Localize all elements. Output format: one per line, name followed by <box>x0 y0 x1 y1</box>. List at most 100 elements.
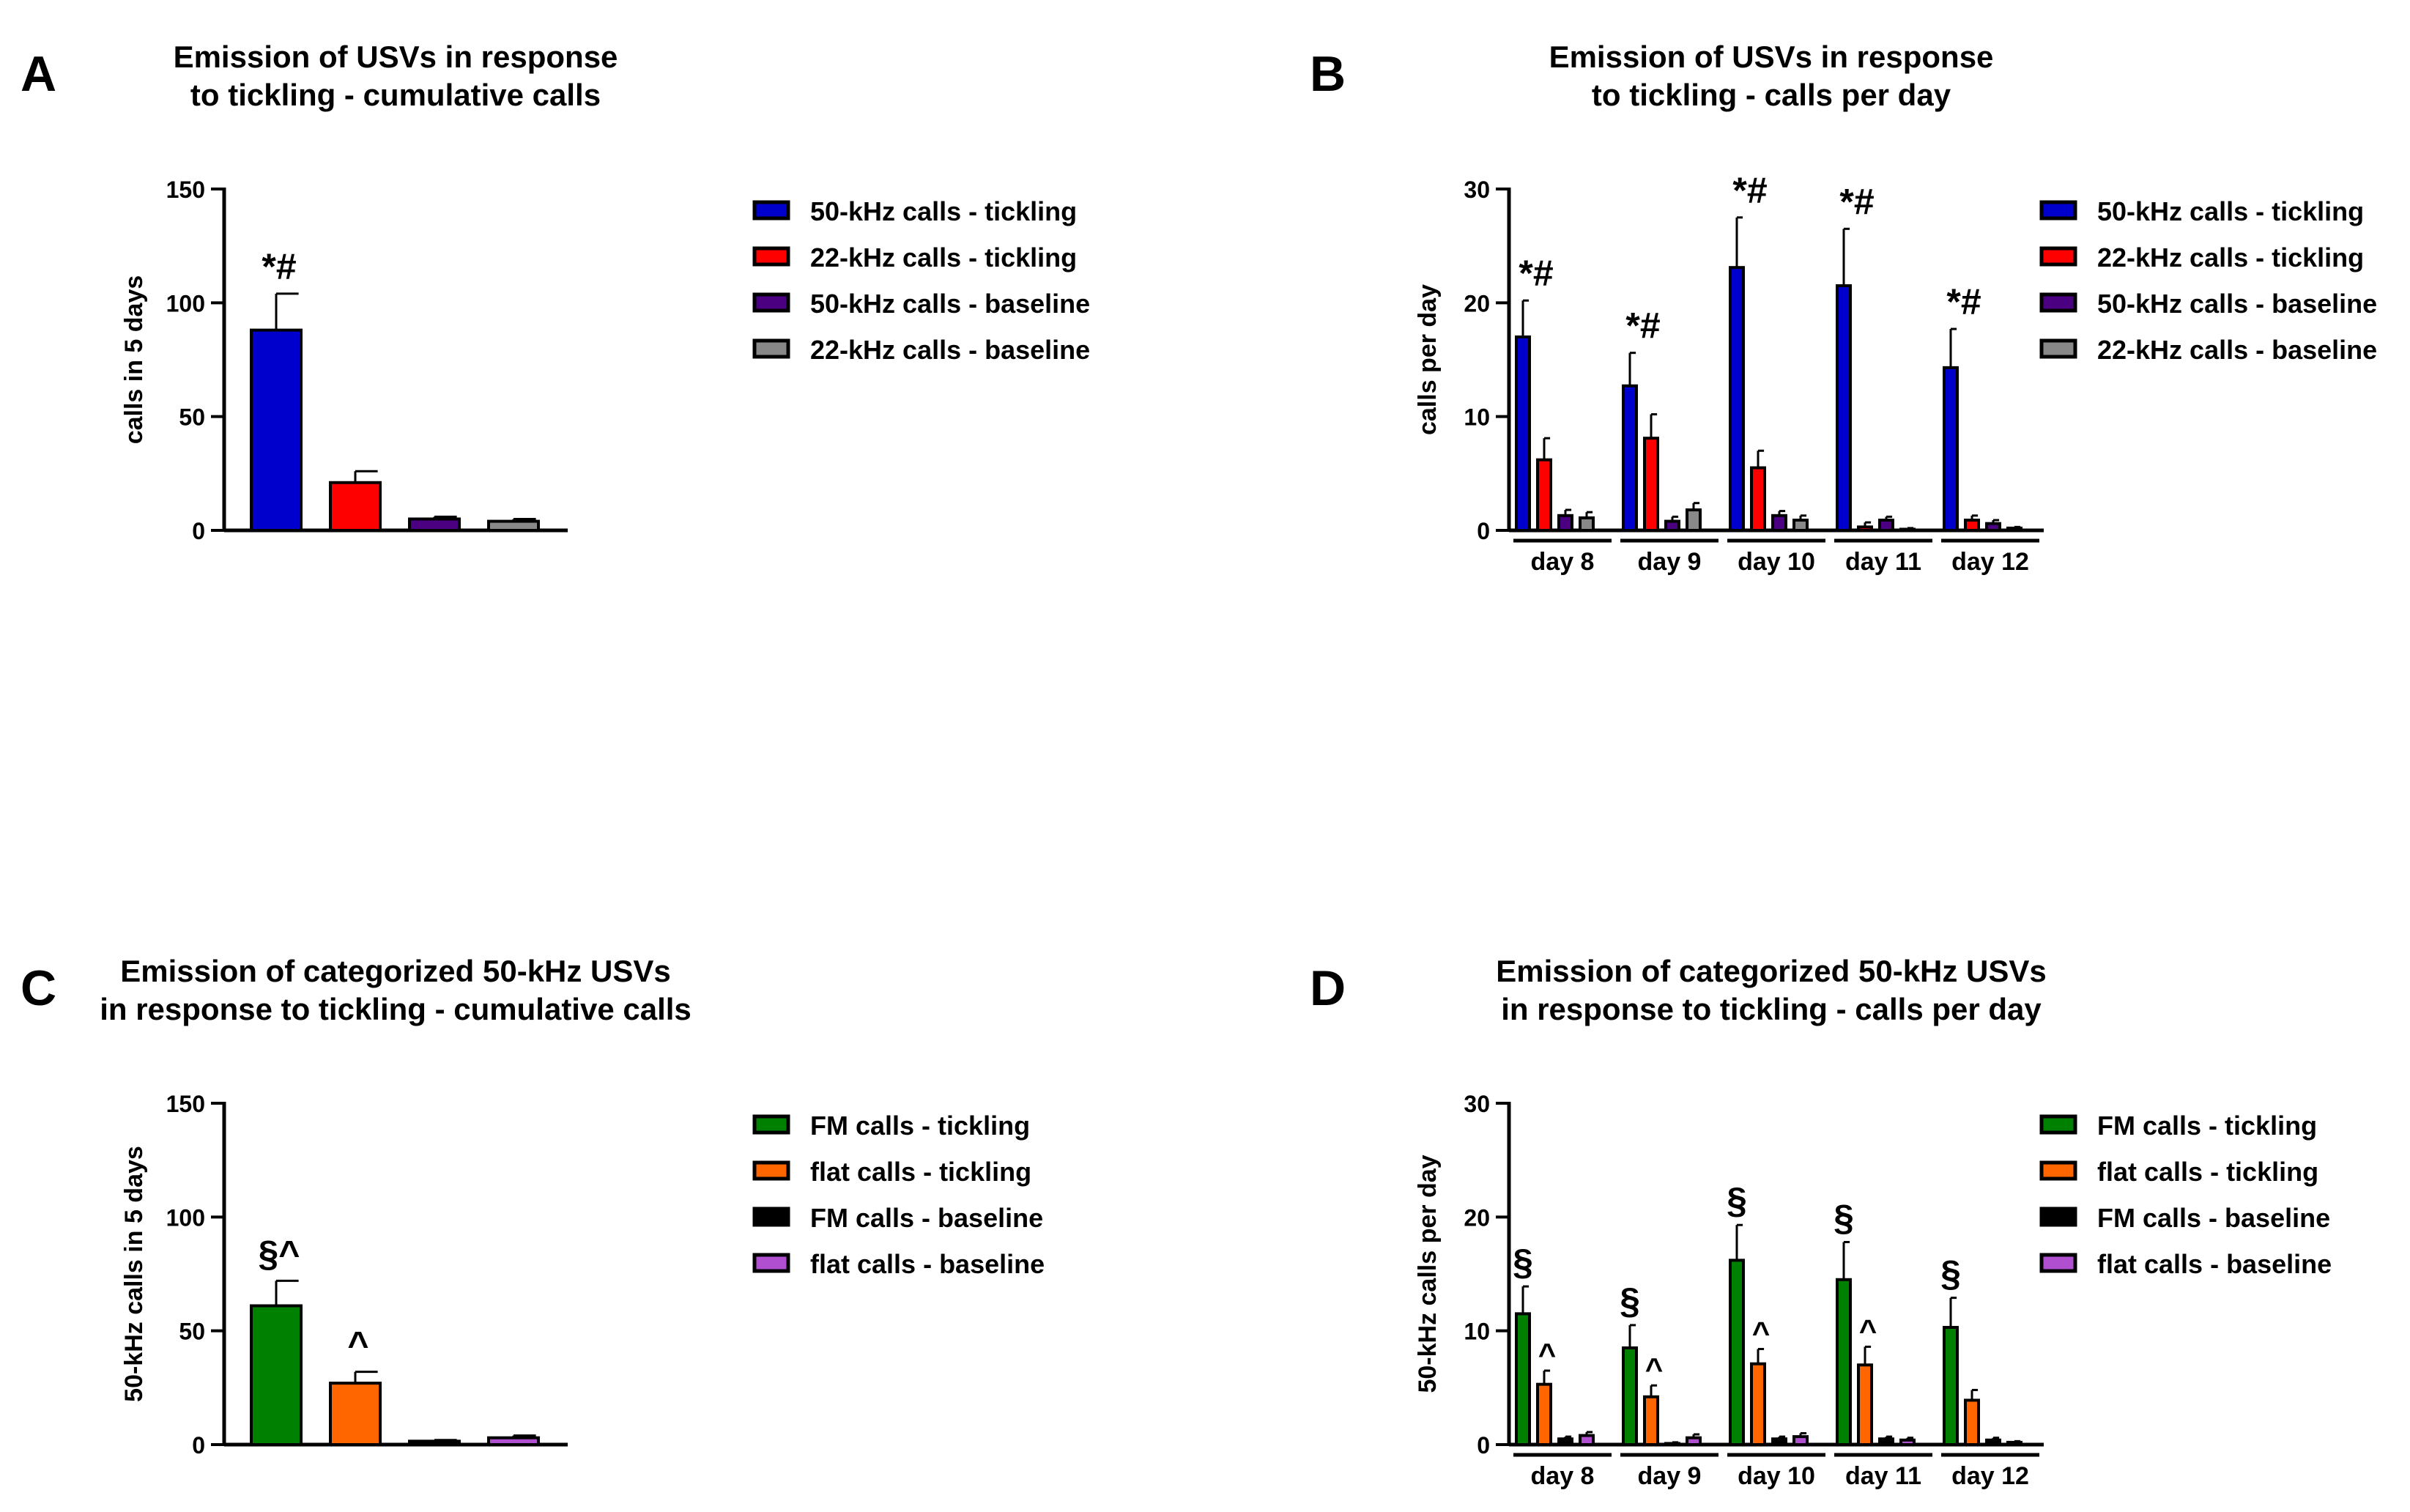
panel-d: D Emission of categorized 50-kHz USVs in r… <box>1310 954 2332 1490</box>
legend-label: 22-kHz calls - tickling <box>2097 242 2364 273</box>
bar <box>1836 1278 1852 1447</box>
bar <box>329 1382 382 1446</box>
significance-annotation: *# <box>1625 305 1660 346</box>
bar <box>1943 366 1959 532</box>
x-tick-label: day 10 <box>1738 1462 1815 1490</box>
y-tick-label: 30 <box>1464 177 1490 203</box>
bar <box>1664 1442 1680 1447</box>
bar <box>1878 519 1894 533</box>
significance-annotation: § <box>1620 1281 1640 1322</box>
bar <box>1557 1437 1573 1446</box>
significance-annotation: ^ <box>1645 1352 1664 1386</box>
chart-title-line: to tickling - calls per day <box>1592 78 1951 112</box>
legend-label: 50-kHz calls - tickling <box>810 196 1077 226</box>
chart-title-line: in response to tickling - calls per day <box>1501 992 2042 1026</box>
y-axis-label: calls in 5 days <box>120 275 148 445</box>
bar <box>1579 516 1595 532</box>
legend-swatch <box>2039 338 2077 359</box>
chart-title-line: to tickling - cumulative calls <box>190 78 601 112</box>
x-tick-label: day 9 <box>1638 548 1702 576</box>
legend-label: 50-kHz calls - tickling <box>2097 196 2364 226</box>
y-tick-label: 0 <box>192 518 205 544</box>
y-tick-label: 20 <box>1464 290 1490 316</box>
bar <box>1750 1362 1766 1447</box>
chart-title-line: Emission of USVs in response <box>1549 40 1994 74</box>
x-tick-label: day 10 <box>1738 548 1815 576</box>
legend-swatch <box>752 200 790 220</box>
panel-letter: D <box>1310 960 1346 1016</box>
significance-annotation: § <box>1940 1253 1961 1294</box>
legend-swatch <box>2039 1207 2077 1227</box>
legend-swatch <box>752 1114 790 1135</box>
bar <box>1985 522 2001 532</box>
x-tick-label: day 12 <box>1951 548 2029 576</box>
significance-annotation: *# <box>262 246 296 287</box>
bar <box>1792 1435 1809 1447</box>
significance-annotation: § <box>1513 1242 1533 1283</box>
y-axis-label: calls per day <box>1414 284 1442 435</box>
bar <box>487 1436 540 1447</box>
bar <box>1899 527 1916 533</box>
panel-letter: C <box>21 960 56 1016</box>
y-tick-label: 0 <box>1477 1432 1490 1459</box>
significance-annotation: §^ <box>258 1233 300 1274</box>
bar <box>1515 335 1531 532</box>
legend-swatch <box>2039 292 2077 313</box>
significance-annotation: ^ <box>1752 1316 1771 1350</box>
y-axis-label: 50-kHz calls per day <box>1414 1155 1442 1393</box>
legend-swatch <box>2039 1253 2077 1273</box>
chart-title-line: Emission of USVs in response <box>174 40 618 74</box>
legend-label: 22-kHz calls - tickling <box>810 242 1077 273</box>
legend-swatch <box>752 246 790 267</box>
bar <box>1857 525 1873 533</box>
bar <box>408 1439 461 1446</box>
panel-a: A Emission of USVs in response to tickling… <box>21 40 1090 544</box>
panel-letter: B <box>1310 46 1346 102</box>
legend-label: 22-kHz calls - baseline <box>2097 335 2377 365</box>
bar <box>1985 1438 2001 1446</box>
bar <box>1964 1398 1980 1447</box>
y-tick-label: 100 <box>166 1204 205 1231</box>
legend-swatch <box>2039 1160 2077 1181</box>
bar <box>487 519 540 532</box>
significance-annotation: *# <box>1839 181 1874 222</box>
bar <box>1557 514 1573 532</box>
bar <box>1686 1436 1702 1447</box>
y-tick-label: 10 <box>1464 1319 1490 1345</box>
legend-label: flat calls - baseline <box>2097 1249 2332 1279</box>
panel-letter: A <box>21 46 56 102</box>
significance-annotation: § <box>1727 1180 1747 1221</box>
bar <box>1729 1259 1745 1446</box>
bar <box>1836 284 1852 532</box>
significance-annotation: ^ <box>1859 1313 1877 1347</box>
bar <box>1792 519 1809 533</box>
legend-swatch <box>752 1160 790 1181</box>
legend-label: flat calls - tickling <box>2097 1157 2318 1187</box>
y-tick-label: 150 <box>166 1091 205 1117</box>
legend-label: FM calls - baseline <box>810 1203 1043 1233</box>
x-tick-label: day 8 <box>1531 548 1595 576</box>
bar <box>250 1304 303 1446</box>
bar <box>1643 437 1659 532</box>
significance-annotation: *# <box>1732 170 1767 211</box>
bar <box>1771 1437 1787 1446</box>
significance-annotation: ^ <box>1538 1337 1557 1371</box>
legend-label: FM calls - baseline <box>2097 1203 2330 1233</box>
y-tick-label: 0 <box>1477 518 1490 544</box>
y-tick-label: 50 <box>179 1319 205 1345</box>
legend-swatch <box>2039 1114 2077 1135</box>
x-tick-label: day 11 <box>1845 1462 1921 1490</box>
significance-annotation: § <box>1834 1198 1854 1239</box>
legend-swatch <box>752 338 790 359</box>
bar <box>1750 466 1766 532</box>
bar <box>1943 1326 1959 1447</box>
chart-title-line: Emission of categorized 50-kHz USVs <box>120 954 671 988</box>
y-tick-label: 10 <box>1464 404 1490 431</box>
y-axis-label: 50-kHz calls in 5 days <box>120 1146 148 1402</box>
y-tick-label: 0 <box>192 1432 205 1459</box>
bar <box>1622 1346 1638 1447</box>
legend-label: FM calls - tickling <box>2097 1111 2317 1141</box>
chart-title-line: Emission of categorized 50-kHz USVs <box>1496 954 2047 988</box>
chart-title-line: in response to tickling - cumulative cal… <box>100 992 692 1026</box>
bar <box>1515 1312 1531 1447</box>
